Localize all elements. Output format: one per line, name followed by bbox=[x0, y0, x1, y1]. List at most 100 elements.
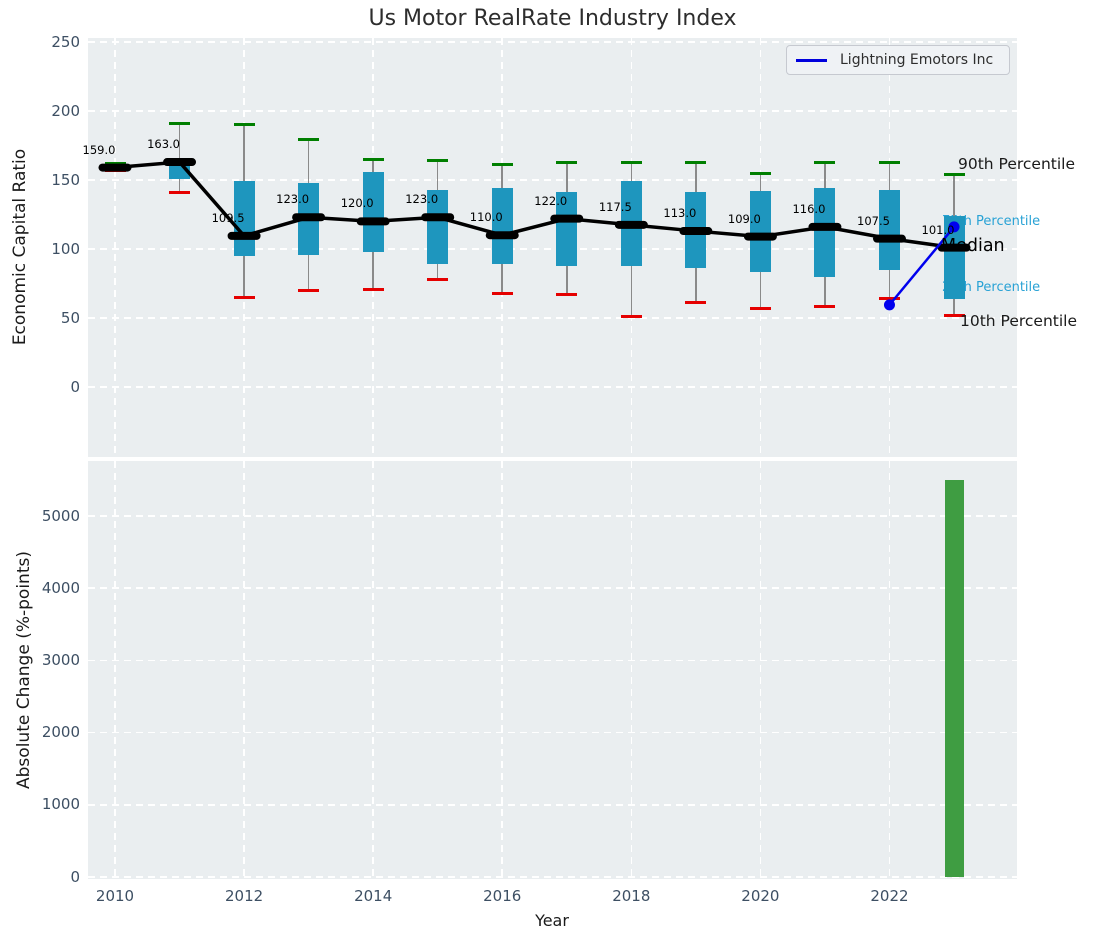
bottom-y-tick: 1000 bbox=[41, 795, 80, 814]
boxplot-90th-cap bbox=[233, 123, 255, 127]
boxplot-90th-cap bbox=[878, 160, 900, 164]
bottom-y-tick: 0 bbox=[70, 867, 80, 886]
boxplot-10th-cap bbox=[814, 305, 836, 309]
x-tick: 2020 bbox=[741, 887, 780, 905]
x-tick: 2016 bbox=[483, 887, 522, 905]
boxplot-10th-cap bbox=[749, 306, 771, 310]
bottom-y-tick: 2000 bbox=[41, 723, 80, 742]
boxplot-90th-cap bbox=[491, 163, 513, 167]
bottom-vgridline bbox=[759, 461, 762, 879]
bottom-gridline bbox=[88, 804, 1017, 806]
median-value-label: 116.0 bbox=[792, 201, 826, 216]
bottom-vgridline bbox=[243, 461, 245, 879]
top-y-tick: 100 bbox=[51, 239, 80, 258]
top-gridline bbox=[88, 41, 1017, 43]
boxplot-10th-cap bbox=[233, 295, 255, 299]
annotation-p90: 90th Percentile bbox=[958, 155, 1076, 174]
median-value-label: 109.0 bbox=[727, 211, 761, 226]
median-value-label: 117.5 bbox=[598, 199, 632, 214]
boxplot-whisker bbox=[178, 123, 181, 193]
median-value-label: 123.0 bbox=[405, 192, 439, 207]
boxplot-90th-cap bbox=[749, 171, 771, 175]
annotation-p75: 75th Percentile bbox=[942, 213, 1041, 229]
boxplot-iqr-box bbox=[878, 189, 900, 270]
median-value-label: 109.5 bbox=[211, 210, 245, 225]
x-tick: 2012 bbox=[224, 887, 264, 905]
x-tick: 2022 bbox=[870, 887, 909, 905]
bottom-vgridline bbox=[501, 461, 503, 879]
boxplot-10th-cap bbox=[169, 190, 191, 194]
change-bar bbox=[944, 479, 964, 877]
top-y-tick: 0 bbox=[70, 377, 80, 396]
boxplot-iqr-box bbox=[491, 188, 513, 265]
boxplot-90th-cap bbox=[362, 157, 384, 161]
boxplot-90th-cap bbox=[943, 172, 965, 176]
boxplot-iqr-box bbox=[169, 164, 191, 179]
boxplot-90th-cap bbox=[104, 161, 126, 165]
median-value-label: 110.0 bbox=[469, 210, 503, 225]
boxplot-90th-cap bbox=[427, 159, 449, 163]
boxplot-10th-cap bbox=[620, 315, 642, 319]
top-y-tick: 250 bbox=[51, 32, 80, 51]
boxplot-90th-cap bbox=[620, 160, 642, 164]
boxplot-10th-cap bbox=[943, 313, 965, 317]
bottom-gridline bbox=[88, 587, 1017, 589]
top-y-tick: 200 bbox=[51, 101, 80, 120]
top-gridline bbox=[88, 179, 1017, 181]
bottom-gridline bbox=[88, 659, 1017, 662]
bottom-vgridline bbox=[114, 461, 116, 879]
bottom-gridline bbox=[88, 515, 1017, 517]
boxplot-90th-cap bbox=[298, 138, 320, 142]
x-axis-label: Year bbox=[535, 911, 569, 930]
annotation-median: Median bbox=[941, 236, 1005, 257]
boxplot-10th-cap bbox=[491, 291, 513, 295]
bottom-y-tick: 4000 bbox=[41, 578, 80, 597]
top-gridline bbox=[88, 386, 1017, 388]
top-y-tick: 50 bbox=[60, 308, 80, 327]
bottom-vgridline bbox=[630, 461, 633, 879]
bottom-vgridline bbox=[372, 461, 374, 879]
boxplot-10th-cap bbox=[298, 288, 320, 292]
boxplot-90th-cap bbox=[685, 160, 707, 164]
boxplot-10th-cap bbox=[556, 293, 578, 297]
boxplot-10th-cap bbox=[427, 277, 449, 281]
median-value-label: 159.0 bbox=[82, 142, 116, 157]
boxplot-10th-cap bbox=[104, 168, 126, 172]
annotation-p10: 10th Percentile bbox=[960, 312, 1078, 331]
legend-line-swatch bbox=[796, 58, 827, 62]
bottom-vgridline bbox=[888, 461, 891, 879]
median-value-label: 107.5 bbox=[857, 213, 890, 228]
bottom-y-tick: 5000 bbox=[41, 506, 80, 525]
bottom-gridline bbox=[88, 876, 1017, 878]
bottom-chart-panel bbox=[88, 461, 1017, 879]
bottom-y-tick: 3000 bbox=[41, 650, 80, 669]
median-value-label: 163.0 bbox=[147, 137, 180, 152]
boxplot-10th-cap bbox=[878, 297, 900, 301]
top-chart-panel: 90th Percentile 75th Percentile Median 25th… bbox=[83, 38, 1077, 457]
annotation-p25: 25th Percentile bbox=[942, 280, 1041, 296]
boxplot-90th-cap bbox=[814, 160, 836, 164]
chart-title: Us Motor RealRate Industry Index bbox=[368, 6, 737, 31]
median-value-label: 123.0 bbox=[276, 192, 310, 207]
boxplot-10th-cap bbox=[685, 301, 707, 305]
top-gridline bbox=[88, 110, 1017, 112]
top-y-axis-label: Economic Capital Ratio bbox=[10, 148, 30, 346]
boxplot-90th-cap bbox=[169, 121, 191, 125]
boxplot-iqr-box bbox=[749, 191, 771, 273]
boxplot-10th-cap bbox=[362, 287, 384, 291]
median-value-label: 120.0 bbox=[340, 196, 374, 211]
boxplot-iqr-box bbox=[620, 181, 642, 266]
boxplot-iqr-box bbox=[685, 192, 707, 269]
x-tick: 2010 bbox=[95, 887, 135, 905]
top-gridline bbox=[88, 317, 1017, 319]
legend-label: Lightning Emotors Inc bbox=[840, 52, 994, 68]
legend: Lightning Emotors Inc bbox=[786, 45, 1010, 75]
top-y-tick: 150 bbox=[51, 170, 80, 189]
boxplot-90th-cap bbox=[556, 160, 578, 164]
top-gridline bbox=[88, 248, 1017, 250]
median-value-label: 101.0 bbox=[921, 222, 955, 237]
top-vgridline bbox=[114, 38, 116, 457]
bottom-gridline bbox=[88, 731, 1017, 734]
boxplot-iqr-box bbox=[362, 171, 384, 252]
